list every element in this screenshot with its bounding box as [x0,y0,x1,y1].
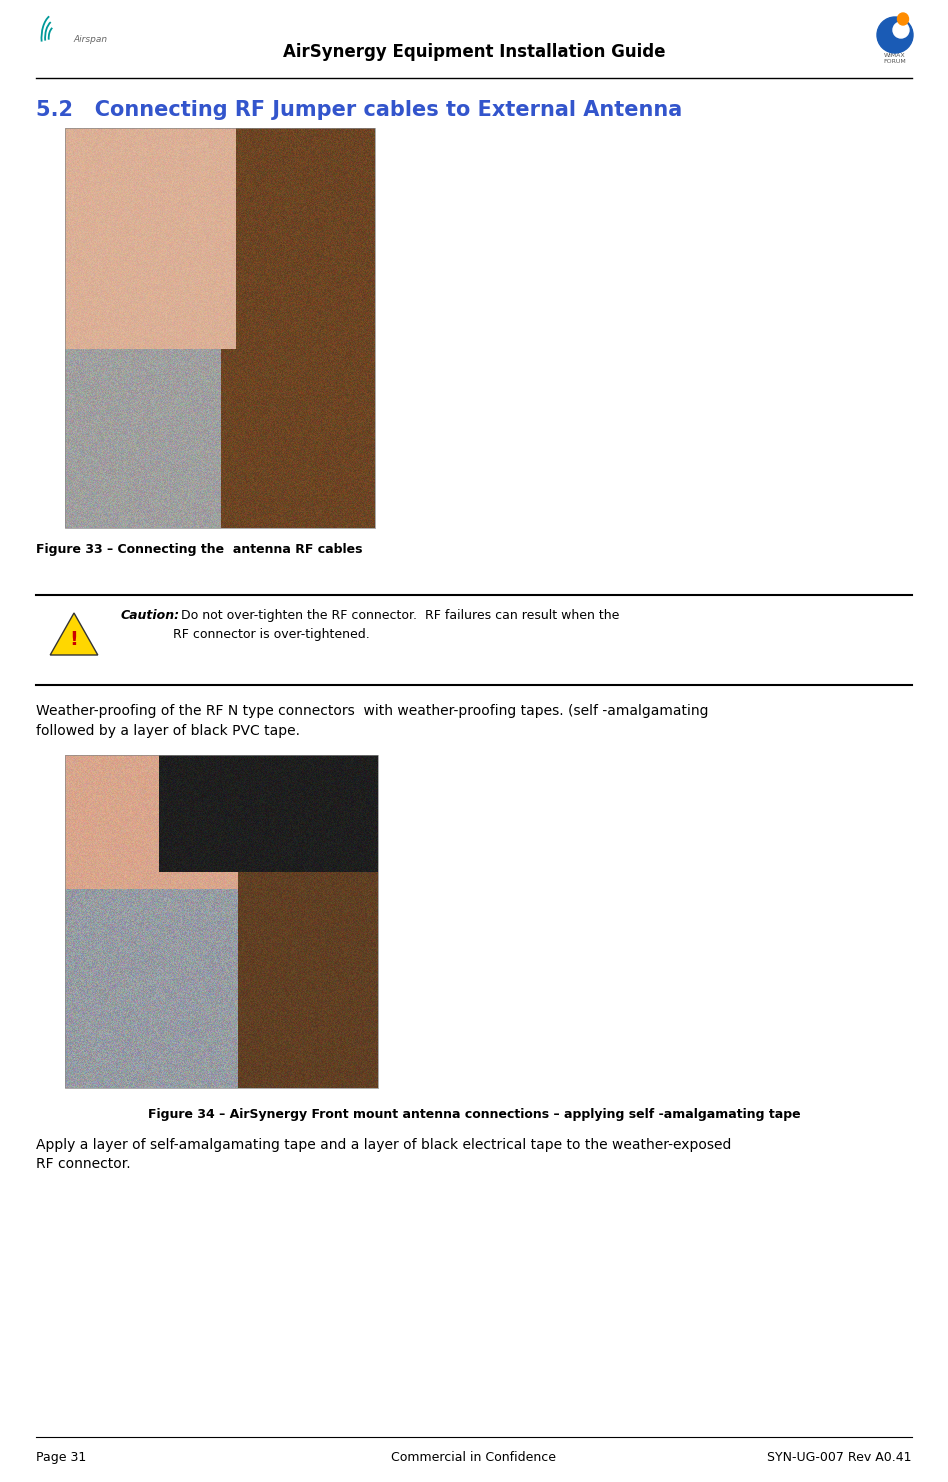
Bar [65,127,375,528]
Text: Do not over-tighten the RF connector.  RF failures can result when the
RF connec: Do not over-tighten the RF connector. RF… [173,609,619,642]
Text: Commercial in Confidence: Commercial in Confidence [392,1451,556,1464]
Text: WiMAX
FORUM: WiMAX FORUM [884,53,906,64]
Circle shape [877,16,913,53]
Text: Figure 34 – AirSynergy Front mount antenna connections – applying self -amalgama: Figure 34 – AirSynergy Front mount anten… [148,1109,800,1120]
Text: Weather-proofing of the RF N type connectors  with weather-proofing tapes. (self: Weather-proofing of the RF N type connec… [36,704,708,738]
Text: Apply a layer of self-amalgamating tape and a layer of black electrical tape to : Apply a layer of self-amalgamating tape … [36,1138,731,1171]
Text: Caution:: Caution: [121,609,180,622]
Circle shape [893,22,909,39]
Text: Airspan: Airspan [73,36,107,44]
Text: SYN-UG-007 Rev A0.41: SYN-UG-007 Rev A0.41 [768,1451,912,1464]
Text: Page 31: Page 31 [36,1451,86,1464]
Text: AirSynergy Equipment Installation Guide: AirSynergy Equipment Installation Guide [283,43,665,61]
Polygon shape [50,614,98,655]
Text: !: ! [69,630,79,649]
Ellipse shape [898,13,908,25]
Text: Figure 33 – Connecting the  antenna RF cables: Figure 33 – Connecting the antenna RF ca… [36,542,362,556]
Text: 5.2   Connecting RF Jumper cables to External Antenna: 5.2 Connecting RF Jumper cables to Exter… [36,99,683,120]
Bar [65,754,378,1088]
